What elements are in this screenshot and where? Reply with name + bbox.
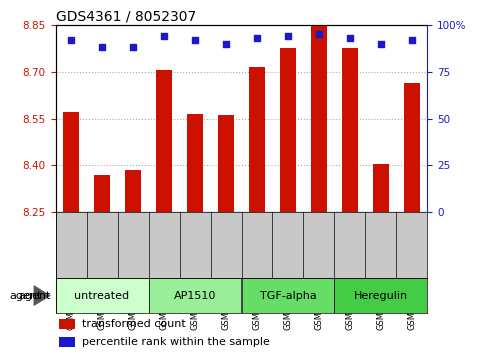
Point <box>160 33 168 39</box>
Point <box>284 33 292 39</box>
Text: agent: agent <box>10 291 42 301</box>
Bar <box>404 82 420 212</box>
Text: transformed count: transformed count <box>82 319 186 329</box>
Text: TGF-alpha: TGF-alpha <box>260 291 316 301</box>
Point <box>408 37 416 42</box>
Point <box>222 41 230 46</box>
Point <box>377 41 385 46</box>
Bar <box>59 319 75 329</box>
Bar <box>63 112 79 212</box>
Bar <box>218 115 234 212</box>
Text: percentile rank within the sample: percentile rank within the sample <box>82 337 270 347</box>
Bar <box>373 164 389 212</box>
Bar <box>56 278 149 313</box>
Text: agent: agent <box>18 291 51 301</box>
Bar <box>242 278 334 313</box>
Text: Heregulin: Heregulin <box>354 291 408 301</box>
Point <box>315 31 323 37</box>
Bar <box>280 48 296 212</box>
Bar <box>59 337 75 347</box>
Polygon shape <box>34 285 51 306</box>
Point <box>253 35 261 41</box>
Bar <box>249 67 265 212</box>
Bar <box>94 175 110 212</box>
Bar <box>125 170 141 212</box>
Point <box>67 37 75 42</box>
Text: untreated: untreated <box>74 291 129 301</box>
Bar <box>311 26 327 212</box>
Bar <box>334 278 427 313</box>
Point <box>346 35 354 41</box>
Text: GDS4361 / 8052307: GDS4361 / 8052307 <box>56 10 196 24</box>
Bar <box>156 70 172 212</box>
Bar <box>342 48 358 212</box>
Point <box>129 45 137 50</box>
Point <box>191 37 199 42</box>
Bar <box>149 278 242 313</box>
Text: AP1510: AP1510 <box>174 291 216 301</box>
Bar <box>187 114 203 212</box>
Point <box>98 45 106 50</box>
